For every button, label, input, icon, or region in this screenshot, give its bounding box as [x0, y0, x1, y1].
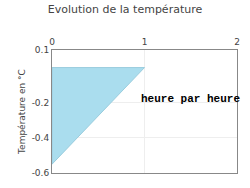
svg-text:2: 2 [234, 37, 240, 47]
svg-text:Evolution de la température: Evolution de la température [48, 3, 203, 16]
svg-text:-0.6: -0.6 [32, 168, 50, 178]
svg-text:-0.2: -0.2 [32, 98, 50, 108]
svg-text:-0.4: -0.4 [32, 133, 50, 143]
svg-text:Température en °C: Température en °C [17, 69, 27, 155]
svg-text:1: 1 [142, 37, 148, 47]
svg-text:0.1: 0.1 [35, 45, 49, 55]
svg-text:heure par heure: heure par heure [141, 93, 240, 105]
svg-text:0: 0 [49, 37, 55, 47]
